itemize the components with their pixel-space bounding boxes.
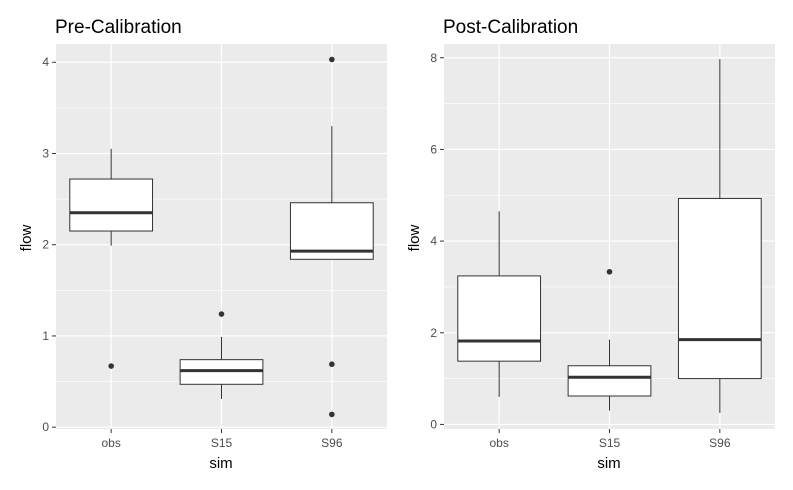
box-iqr <box>457 275 542 362</box>
y-axis-title: flow <box>406 225 423 252</box>
box-S15 <box>567 268 652 411</box>
y-tick-label: 3 <box>42 146 49 160</box>
x-tick-label: S15 <box>599 436 621 450</box>
y-tick-label: 4 <box>430 234 437 248</box>
box-S96 <box>289 56 374 418</box>
y-tick-label: 4 <box>42 55 49 69</box>
pre-calibration-chart: Pre-Calibration flow sim 0 1 2 3 4 obs S15 S96 <box>18 17 387 472</box>
y-tick-label: 0 <box>42 420 49 434</box>
outlier-point <box>606 268 613 275</box>
y-tick-label: 0 <box>430 417 437 431</box>
x-axis-title: sim <box>597 455 620 472</box>
y-tick-label: 2 <box>430 326 437 340</box>
post-calibration-chart: Post-Calibration flow sim 0 2 4 6 8 obs S15 S96 <box>406 17 775 472</box>
x-tick-label: obs <box>101 436 120 450</box>
y-tick-label: 6 <box>430 142 437 156</box>
x-axis-title: sim <box>209 455 232 472</box>
box-S96 <box>677 59 762 413</box>
x-tick-label: S15 <box>211 436 233 450</box>
x-tick-label: S96 <box>709 436 731 450</box>
y-tick-label: 1 <box>42 329 49 343</box>
box-obs <box>69 148 154 369</box>
outlier-point <box>108 363 114 369</box>
x-tick-label: obs <box>489 436 508 450</box>
box-S15 <box>179 311 264 399</box>
box-iqr <box>69 178 154 232</box>
box-iqr <box>677 197 762 380</box>
y-tick-label: 2 <box>42 238 49 252</box>
chart-title: Post-Calibration <box>443 17 578 38</box>
chart-title: Pre-Calibration <box>55 17 182 38</box>
outlier-point <box>329 411 335 418</box>
outlier-point <box>218 311 225 317</box>
box-obs <box>457 211 542 397</box>
y-tick-label: 8 <box>430 51 437 65</box>
outlier-point <box>329 361 335 368</box>
outlier-point <box>329 56 335 63</box>
y-axis-title: flow <box>18 225 35 252</box>
box-iqr <box>567 365 652 397</box>
x-tick-label: S96 <box>321 436 343 450</box>
